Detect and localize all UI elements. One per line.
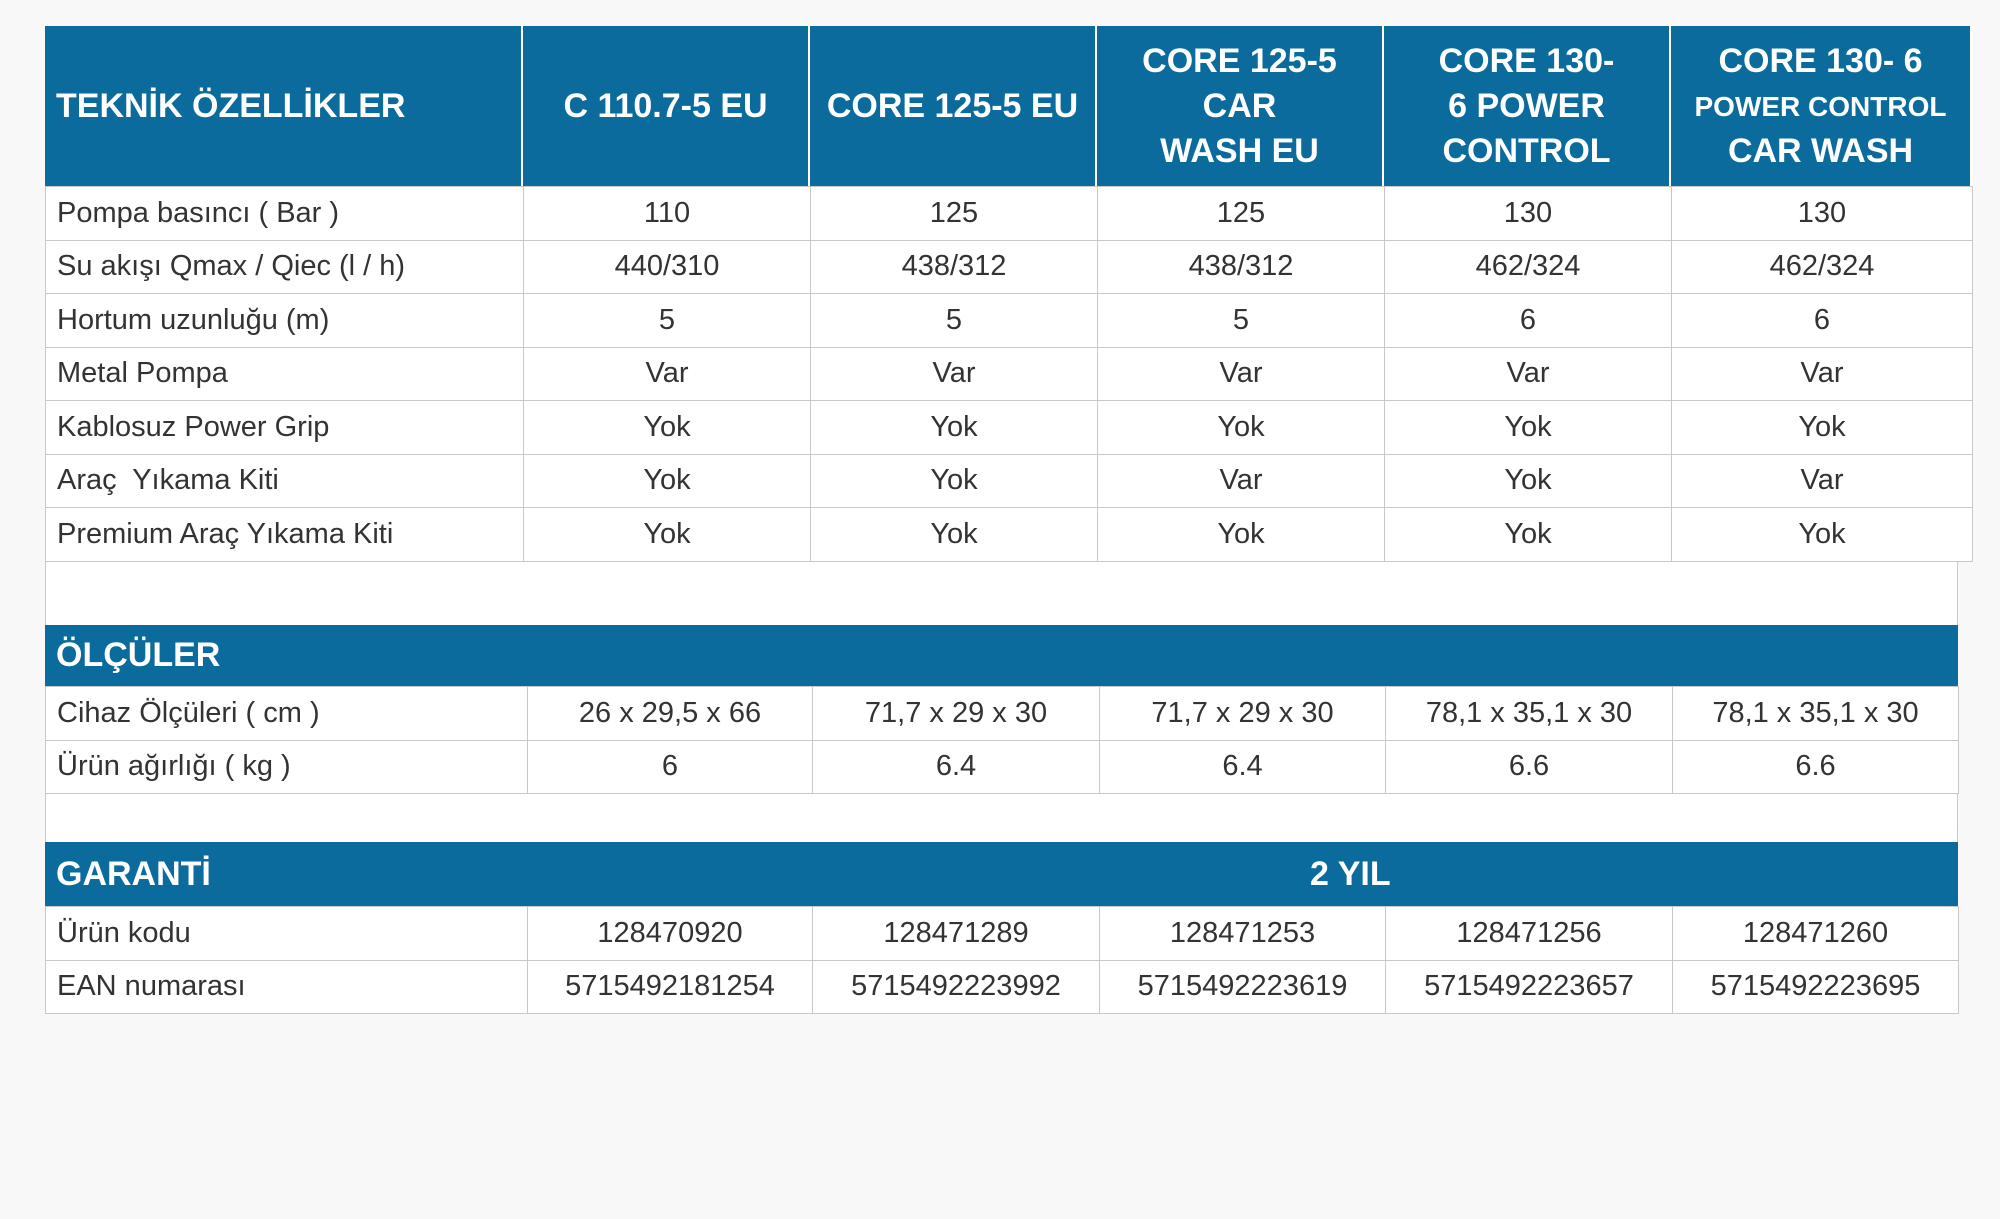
- table-cell: 26 x 29,5 x 66: [527, 686, 813, 741]
- table-cell: 438/312: [810, 239, 1098, 294]
- row-label: Ürün ağırlığı ( kg ): [45, 739, 528, 794]
- table-cell: 128471253: [1099, 906, 1386, 961]
- table-cell: 5: [523, 293, 811, 348]
- table-cell: Yok: [1671, 400, 1973, 455]
- table-cell: 125: [1097, 186, 1385, 241]
- table-cell: Yok: [810, 453, 1098, 508]
- spacer: [45, 793, 1958, 842]
- table-cell: Yok: [523, 400, 811, 455]
- table-cell: 6.6: [1672, 739, 1959, 794]
- table-cell: 71,7 x 29 x 30: [812, 686, 1100, 741]
- table-cell: 462/324: [1671, 239, 1973, 294]
- table-cell: 128471289: [812, 906, 1100, 961]
- header-text: WASH EU: [1160, 131, 1319, 170]
- row-label: Metal Pompa: [45, 346, 524, 401]
- table-cell: Yok: [1671, 507, 1973, 562]
- table-cell: 125: [810, 186, 1098, 241]
- row-label: Kablosuz Power Grip: [45, 400, 524, 455]
- header-text: CAR: [1202, 86, 1277, 125]
- table-cell: 6: [1384, 293, 1672, 348]
- table-cell: Yok: [523, 507, 811, 562]
- header-text: CORE 125-5 EU: [826, 86, 1079, 125]
- header-text: CONTROL: [1442, 131, 1611, 170]
- table-cell: 110: [523, 186, 811, 241]
- table-cell: 71,7 x 29 x 30: [1099, 686, 1386, 741]
- table-cell: 6: [527, 739, 813, 794]
- table-cell: Var: [1671, 346, 1973, 401]
- spacer: [45, 560, 1958, 625]
- table-cell: 6.6: [1385, 739, 1673, 794]
- header-text: CORE 130- 6: [1718, 41, 1923, 80]
- row-label: Araç Yıkama Kiti: [45, 453, 524, 508]
- table-cell: Yok: [1384, 453, 1672, 508]
- table-cell: 462/324: [1384, 239, 1672, 294]
- header-cell: CORE 130- 6 POWER CONTROL: [1384, 26, 1671, 186]
- table-cell: 6.4: [812, 739, 1100, 794]
- table-cell: 128471260: [1672, 906, 1959, 961]
- table-cell: 5715492223657: [1385, 959, 1673, 1014]
- table-cell: 78,1 x 35,1 x 30: [1672, 686, 1959, 741]
- table-cell: Yok: [1384, 507, 1672, 562]
- table-cell: 128470920: [527, 906, 813, 961]
- table-cell: 5: [1097, 293, 1385, 348]
- section-header: GARANTİ 2 YIL: [45, 842, 1958, 906]
- row-label: EAN numarası: [45, 959, 528, 1014]
- row-label: Ürün kodu: [45, 906, 528, 961]
- header-text: CAR WASH: [1727, 131, 1914, 170]
- table-cell: Var: [1671, 453, 1973, 508]
- section-title: ÖLÇÜLER: [56, 636, 221, 674]
- table-cell: Yok: [1384, 400, 1672, 455]
- header-text: POWER CONTROL: [1694, 90, 1947, 122]
- header-text: CORE 125-5: [1142, 41, 1337, 80]
- table-cell: 5: [810, 293, 1098, 348]
- table-cell: 5715492223992: [812, 959, 1100, 1014]
- table-cell: 130: [1671, 186, 1973, 241]
- warranty-value: 2 YIL: [1310, 854, 1391, 893]
- table-cell: 6: [1671, 293, 1973, 348]
- table-cell: Yok: [810, 400, 1098, 455]
- row-label: Hortum uzunluğu (m): [45, 293, 524, 348]
- table-cell: 440/310: [523, 239, 811, 294]
- header-cell: CORE 125-5 EU: [810, 26, 1097, 186]
- header-text: 6 POWER: [1448, 86, 1605, 125]
- table-cell: 5715492181254: [527, 959, 813, 1014]
- table-cell: 78,1 x 35,1 x 30: [1385, 686, 1673, 741]
- header-cell: C 110.7-5 EU: [523, 26, 810, 186]
- table-cell: 5715492223695: [1672, 959, 1959, 1014]
- table-cell: Yok: [523, 453, 811, 508]
- table-cell: 438/312: [1097, 239, 1385, 294]
- row-label: Su akışı Qmax / Qiec (l / h): [45, 239, 524, 294]
- header-text: TEKNİK ÖZELLİKLER: [56, 86, 406, 125]
- table-cell: 5715492223619: [1099, 959, 1386, 1014]
- table-cell: Var: [523, 346, 811, 401]
- header-cell: TEKNİK ÖZELLİKLER: [45, 26, 523, 186]
- header-cell: CORE 125-5 CAR WASH EU: [1097, 26, 1384, 186]
- table-cell: 6.4: [1099, 739, 1386, 794]
- table-cell: 128471256: [1385, 906, 1673, 961]
- table-cell: Yok: [1097, 400, 1385, 455]
- row-label: Pompa basıncı ( Bar ): [45, 186, 524, 241]
- row-label: Premium Araç Yıkama Kiti: [45, 507, 524, 562]
- table-cell: Var: [810, 346, 1098, 401]
- section-header: ÖLÇÜLER: [45, 625, 1958, 686]
- table-cell: Var: [1097, 346, 1385, 401]
- table-cell: Var: [1097, 453, 1385, 508]
- table-cell: Yok: [1097, 507, 1385, 562]
- header-text: CORE 130-: [1438, 41, 1615, 80]
- header-text: C 110.7-5 EU: [563, 86, 768, 125]
- header-cell: CORE 130- 6 POWER CONTROL CAR WASH: [1671, 26, 1972, 186]
- section-title: GARANTİ: [56, 854, 211, 893]
- row-label: Cihaz Ölçüleri ( cm ): [45, 686, 528, 741]
- table-cell: 130: [1384, 186, 1672, 241]
- table-cell: Yok: [810, 507, 1098, 562]
- table-cell: Var: [1384, 346, 1672, 401]
